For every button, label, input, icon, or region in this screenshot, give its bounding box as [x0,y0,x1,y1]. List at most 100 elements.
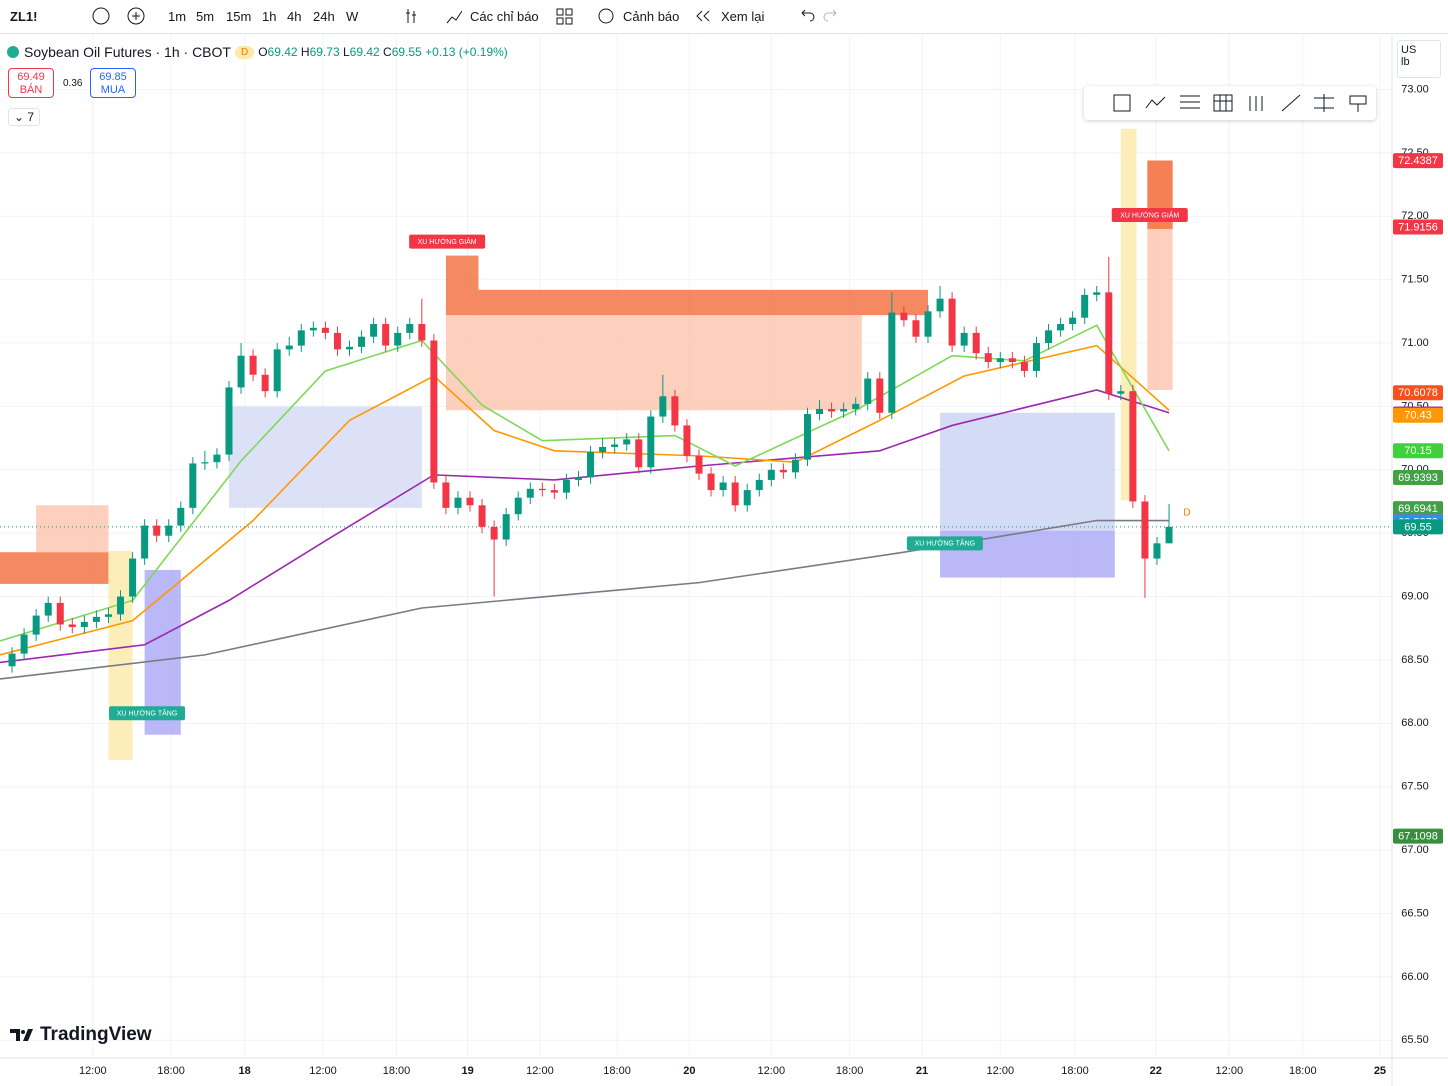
y-tick-label: 71.00 [1401,337,1429,349]
candle-body [478,505,486,527]
candle-body [273,349,281,392]
ohlc-key: O [258,45,268,59]
candle-body [249,355,257,375]
candle-body [1020,362,1028,371]
candle-body [779,469,787,473]
ask: 69.85 [99,71,127,83]
candle-body [562,479,570,493]
candle-body [912,320,920,337]
interval[interactable]: 1h [262,9,277,24]
candle-body [876,378,884,413]
candle-body [924,311,932,337]
x-tick-label: 22 [1150,1065,1162,1077]
candle-body [1081,294,1089,318]
price-label-box [1393,470,1443,486]
ohlc-value: 69.73 [309,45,340,59]
candle-body [755,479,763,491]
candle-body [285,345,293,350]
indicator-toggle[interactable]: ⌄ 7 [8,108,41,126]
candle-body [358,336,366,347]
candle-body [333,332,341,350]
candle-body [165,525,173,536]
candle-body [418,324,426,341]
x-tick-label: 18:00 [836,1065,864,1077]
x-tick-label: 12:00 [758,1065,786,1077]
candle-body [92,616,100,622]
annotation-box [109,706,186,721]
interval[interactable]: W [346,9,359,24]
annotation: XU HƯỚNG TĂNG [117,709,177,718]
x-tick-label: 12:00 [526,1065,554,1077]
zone [0,552,109,584]
replay-button[interactable]: Xem lại [721,9,765,24]
candle-body [32,615,40,635]
x-tick-label: 18:00 [383,1065,411,1077]
candle-body [466,497,474,506]
candle-body [80,621,88,627]
indicator-count: 7 [27,110,35,124]
candle-body [743,490,751,506]
alerts-button[interactable]: Cảnh báo [623,9,680,24]
candle-body [297,330,305,346]
interval[interactable]: 5m [196,9,215,24]
y-tick-label: 68.00 [1401,717,1429,729]
ohlc-value: 69.55 [391,45,422,59]
price-label-box [1393,443,1443,459]
candle-body [309,327,317,331]
x-tick-label: 18:00 [157,1065,185,1077]
buy-button[interactable]: 69.85 MUA [90,68,136,98]
price-label: 70.6078 [1398,387,1438,399]
candle-body [382,324,390,346]
candle-body [623,439,631,445]
price-label: 72.4387 [1398,155,1438,167]
price-label-box [1393,501,1443,517]
annotation: XU HƯỚNG GIẢM [418,237,477,246]
candle-body [587,452,595,478]
candle-body [731,482,739,506]
zone [36,505,109,553]
sell-button[interactable]: 69.49 BÁN [8,68,54,98]
candle-body [803,414,811,460]
candle-body [490,526,498,540]
candle-body [502,514,510,540]
candle-body [346,346,354,350]
candle-body [948,298,956,346]
candle-body [1069,317,1077,325]
zone [108,550,133,761]
price-label: 69.9393 [1398,472,1438,484]
y-tick-label: 73.00 [1401,83,1429,95]
logo-mark [10,1029,33,1041]
x-tick-label: 18:00 [1289,1065,1317,1077]
y-tick-label: 66.50 [1401,907,1429,919]
candle-body [1117,391,1125,394]
bid: 69.49 [17,71,45,83]
indicators-button[interactable]: Các chỉ báo [470,9,539,24]
interval[interactable]: 1m [168,9,187,24]
x-tick-label: 12:00 [1216,1065,1244,1077]
candle-body [996,358,1004,363]
spread: 0.36 [63,78,83,89]
y-tick-label: 67.50 [1401,781,1429,793]
y-tick-label: 67.00 [1401,844,1429,856]
candle-body [828,408,836,412]
candle-body [1057,324,1065,331]
y-tick-label: 65.50 [1401,1034,1429,1046]
candle-body [647,416,655,468]
candle-body [370,324,378,337]
interval[interactable]: 15m [226,9,252,24]
symbol[interactable]: ZL1! [10,9,38,24]
interval[interactable]: 24h [313,9,335,24]
price-label-box [1393,519,1443,535]
interval[interactable]: 4h [287,9,302,24]
zone [478,289,928,316]
zone [445,255,479,316]
symbol-icon [7,46,19,58]
candle-body [683,425,691,456]
symbol-title: Soybean Oil Futures · 1h · CBOT [24,44,231,60]
candle-body [599,446,607,453]
x-tick-label: 20 [683,1065,695,1077]
unit-selector[interactable]: US lb [1397,40,1441,78]
x-tick-label: 12:00 [987,1065,1015,1077]
candle-body [574,477,582,480]
